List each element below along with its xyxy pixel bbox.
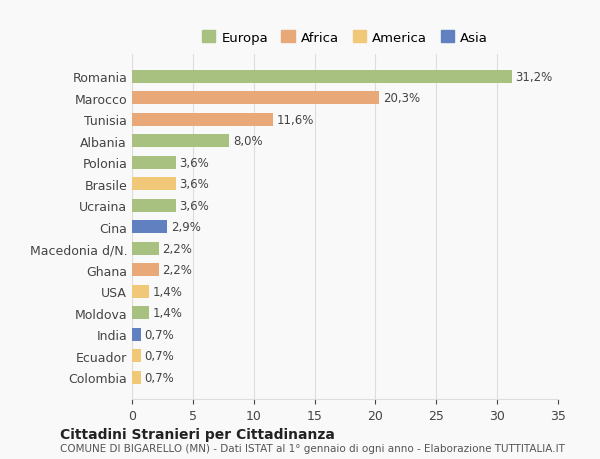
Bar — [132, 92, 379, 105]
Bar — [132, 285, 149, 298]
Text: 2,9%: 2,9% — [171, 221, 201, 234]
Text: 0,7%: 0,7% — [144, 371, 174, 384]
Bar — [132, 307, 149, 319]
Text: Cittadini Stranieri per Cittadinanza: Cittadini Stranieri per Cittadinanza — [60, 427, 335, 442]
Text: 31,2%: 31,2% — [515, 71, 553, 84]
Bar — [132, 349, 140, 362]
Bar — [132, 199, 176, 212]
Legend: Europa, Africa, America, Asia: Europa, Africa, America, Asia — [198, 27, 492, 49]
Bar — [132, 113, 273, 127]
Text: 3,6%: 3,6% — [179, 157, 209, 169]
Bar — [132, 242, 159, 255]
Text: 8,0%: 8,0% — [233, 135, 263, 148]
Bar — [132, 135, 229, 148]
Text: 2,2%: 2,2% — [163, 242, 193, 255]
Bar — [132, 371, 140, 384]
Text: 3,6%: 3,6% — [179, 178, 209, 191]
Text: 2,2%: 2,2% — [163, 263, 193, 277]
Text: 0,7%: 0,7% — [144, 328, 174, 341]
Text: 0,7%: 0,7% — [144, 349, 174, 362]
Bar — [132, 71, 512, 84]
Bar — [132, 178, 176, 191]
Text: 1,4%: 1,4% — [152, 307, 182, 319]
Text: 20,3%: 20,3% — [383, 92, 420, 105]
Text: COMUNE DI BIGARELLO (MN) - Dati ISTAT al 1° gennaio di ogni anno - Elaborazione : COMUNE DI BIGARELLO (MN) - Dati ISTAT al… — [60, 443, 565, 453]
Text: 1,4%: 1,4% — [152, 285, 182, 298]
Bar — [132, 328, 140, 341]
Text: 11,6%: 11,6% — [277, 113, 314, 127]
Bar — [132, 221, 167, 234]
Bar — [132, 263, 159, 276]
Text: 3,6%: 3,6% — [179, 199, 209, 212]
Bar — [132, 157, 176, 169]
